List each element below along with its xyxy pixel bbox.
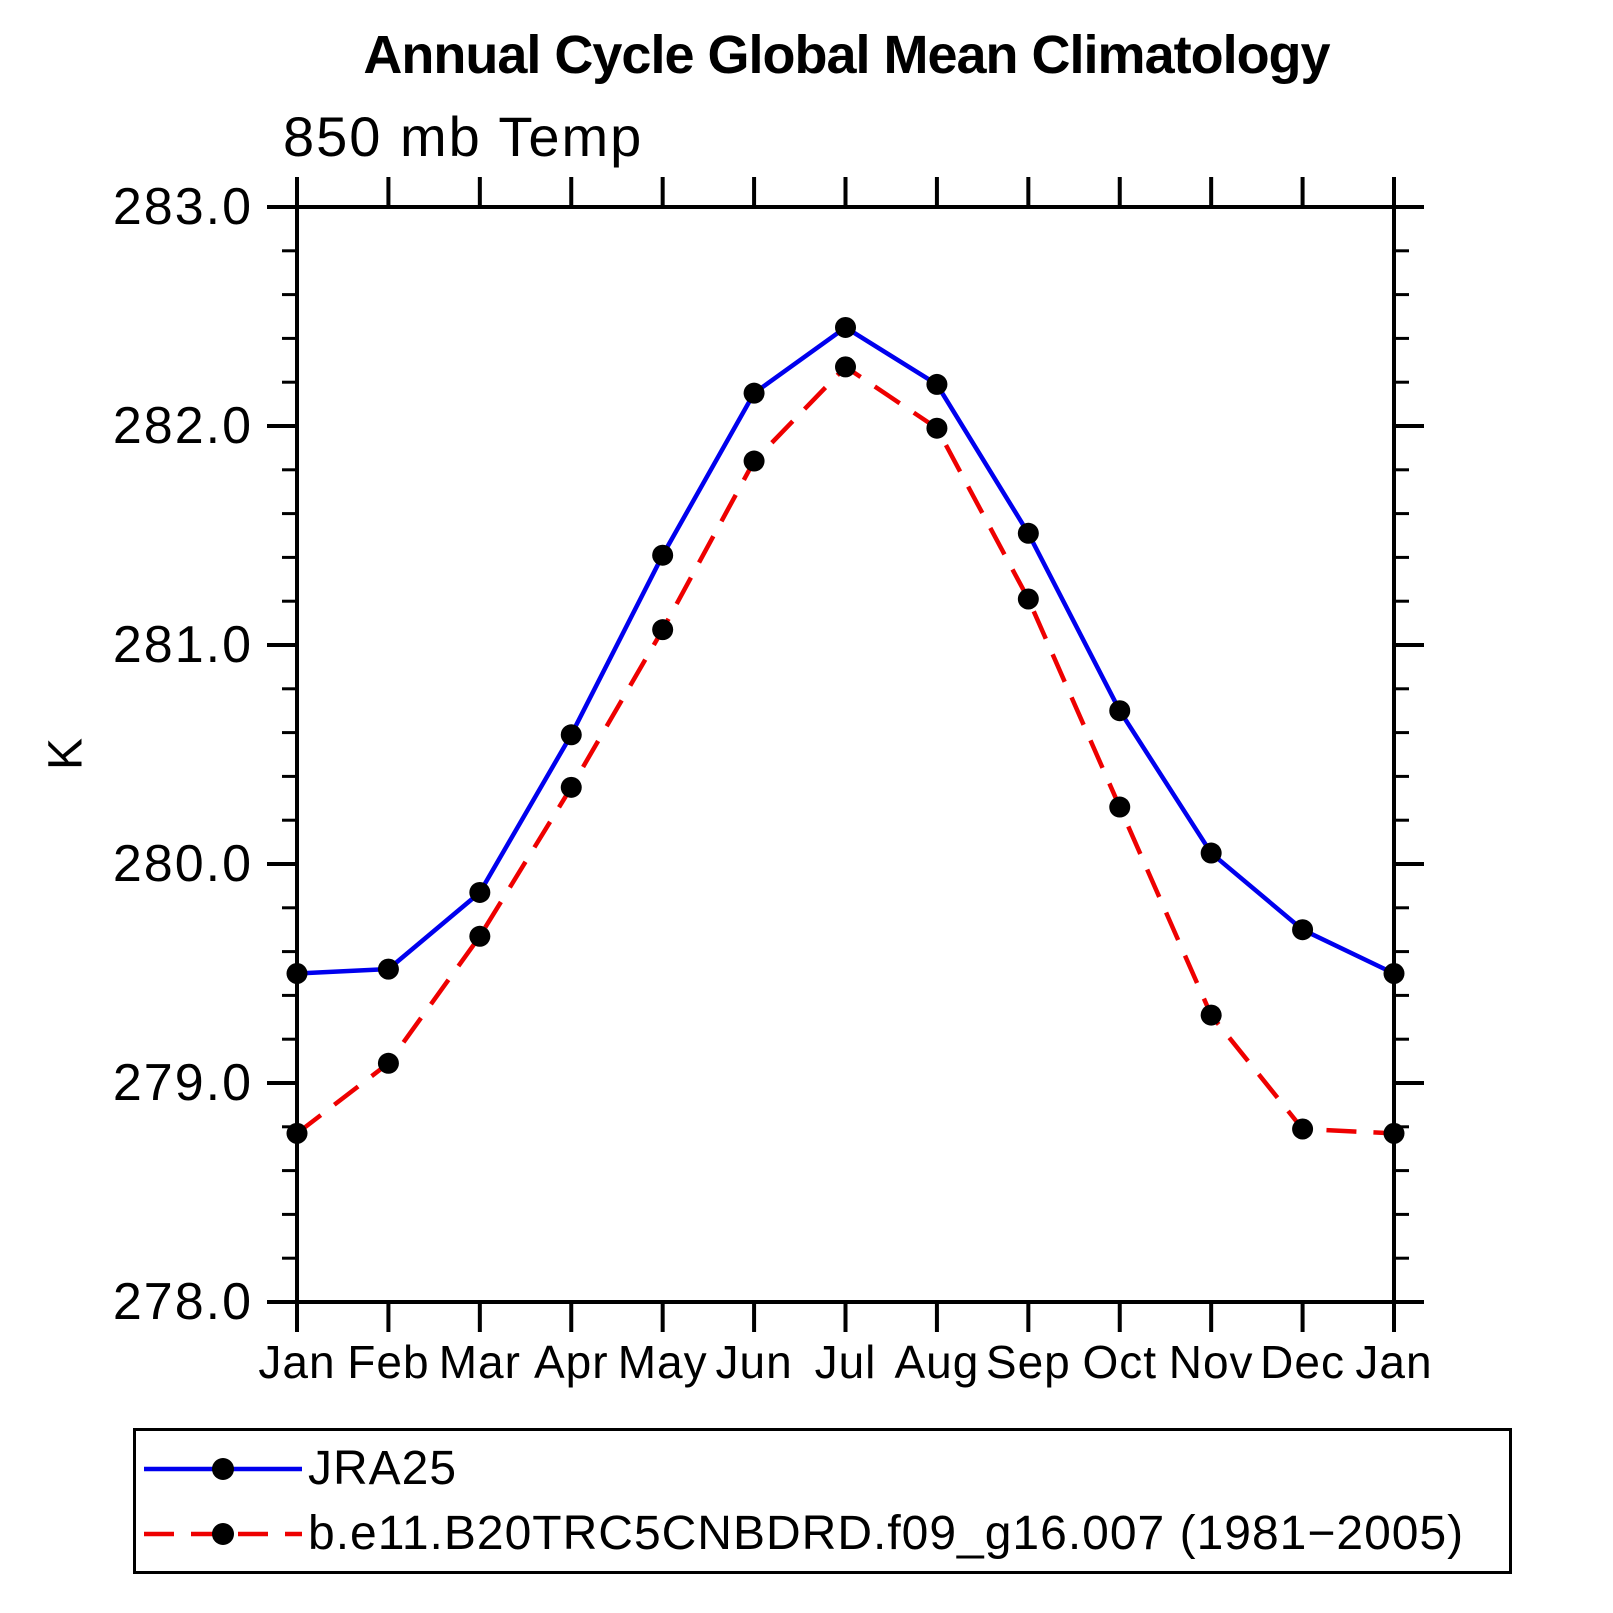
y-tick-label: 280.0 [113,835,253,893]
series-line-1 [295,363,1395,1136]
chart-title: Annual Cycle Global Mean Climatology [363,25,1330,85]
data-point-0-6 [835,316,856,338]
x-tick-label: Jan [1355,1336,1432,1388]
x-tick-label: Oct [1082,1336,1157,1388]
data-point-0-10 [1200,842,1222,864]
x-tick-label: Jun [715,1336,792,1388]
y-tick-label: 279.0 [113,1054,253,1112]
data-point-0-3 [560,724,582,746]
data-point-1-7 [926,417,948,439]
data-point-1-10 [1200,1004,1222,1026]
x-tick-label: Nov [1169,1336,1254,1388]
x-tick-label: Dec [1260,1336,1345,1388]
y-tick-label: 281.0 [113,616,253,674]
data-point-0-9 [1109,700,1131,722]
data-point-1-0 [286,1122,308,1144]
data-point-0-12 [1383,963,1405,984]
x-tick-label: Feb [347,1336,429,1388]
legend-label: JRA25 [308,1442,458,1495]
data-point-0-1 [377,958,399,980]
data-point-1-4 [652,619,674,641]
y-tick-label: 278.0 [113,1273,253,1331]
data-point-0-0 [286,963,308,984]
data-point-1-1 [377,1052,399,1074]
data-point-1-11 [1292,1118,1314,1140]
data-point-1-2 [469,925,491,947]
x-tick-label: Sep [986,1336,1071,1388]
chart-subtitle: 850 mb Temp [283,105,644,168]
legend-item-model: b.e11.B20TRC5CNBDRD.f09_g16.007 (1981−20… [142,1506,1509,1561]
legend-marker-sample [212,1457,234,1480]
x-tick-label: Jul [815,1336,877,1388]
legend-swatch-1 [144,1522,302,1545]
data-point-0-11 [1292,919,1314,941]
x-tick-label: Jan [258,1336,335,1388]
y-tick-label: 283.0 [113,178,253,236]
data-point-1-5 [743,450,765,472]
x-tick-label: Mar [439,1336,521,1388]
data-point-0-4 [652,544,674,566]
legend-box: JRA25 b.e11.B20TRC5CNBDRD.f09_g16.007 (1… [133,1428,1512,1574]
legend-item-jra25: JRA25 [142,1441,1509,1496]
data-point-1-8 [1017,588,1039,610]
data-point-1-9 [1109,796,1131,818]
data-point-1-6 [835,356,856,378]
x-tick-label: May [618,1336,708,1388]
x-tick-label: Aug [894,1336,979,1388]
x-tick-label: Apr [534,1336,609,1388]
legend-swatch-0 [144,1457,302,1480]
y-axis-label: K [40,738,93,770]
data-point-0-7 [926,373,948,395]
data-point-0-5 [743,382,765,404]
data-point-1-12 [1383,1122,1405,1144]
y-tick-label: 282.0 [113,397,253,455]
legend-label: b.e11.B20TRC5CNBDRD.f09_g16.007 (1981−20… [308,1507,1465,1560]
series-line-0 [296,324,1395,976]
data-point-1-3 [560,776,582,798]
data-point-0-2 [469,881,491,903]
data-point-0-8 [1017,522,1039,544]
legend-marker-sample [212,1522,234,1545]
